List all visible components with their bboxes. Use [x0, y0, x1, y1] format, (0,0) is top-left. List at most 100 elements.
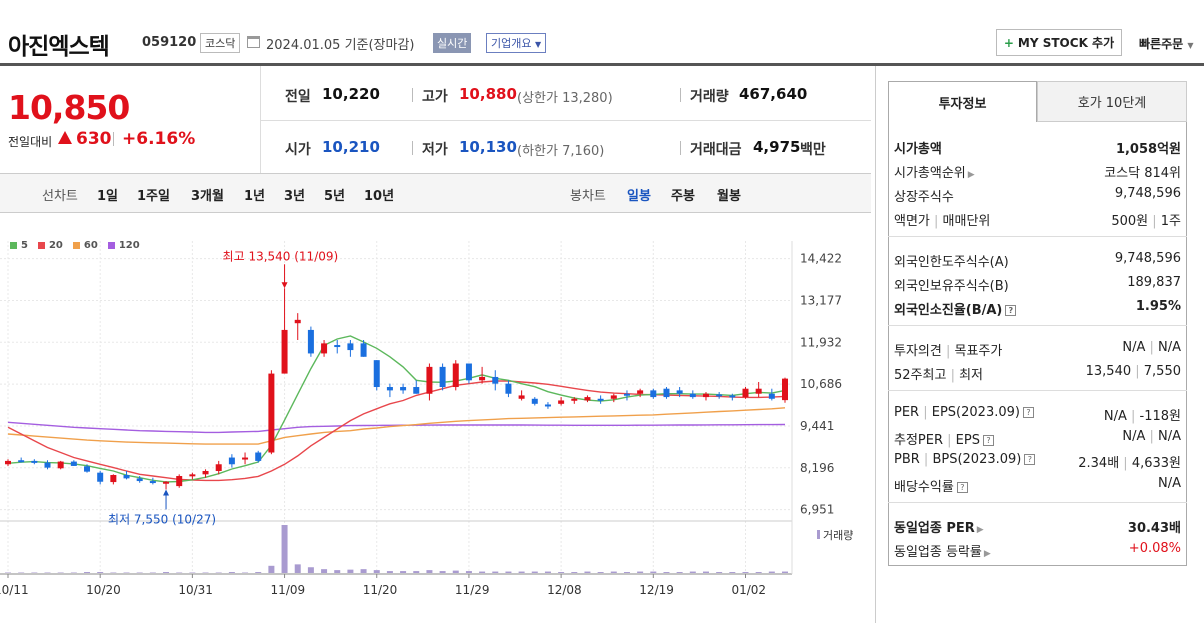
target-value: N/A: [1158, 340, 1181, 355]
candle-body: [215, 464, 222, 471]
volume-bar: [584, 571, 591, 573]
legend-label-ma5: 5: [21, 240, 28, 251]
divider: [680, 141, 681, 155]
help-icon[interactable]: ?: [1024, 454, 1036, 465]
w52-high-label: 52주최고: [894, 368, 947, 383]
candle-daily[interactable]: 일봉: [627, 189, 651, 204]
divider: [412, 141, 413, 155]
period-10y[interactable]: 10년: [364, 189, 395, 204]
eeps-label: EPS: [955, 433, 980, 448]
period-3m[interactable]: 3개월: [191, 189, 224, 204]
candle-body: [31, 460, 38, 463]
w52-value-row: 13,540 | 7,550: [1085, 364, 1181, 379]
current-price: 10,850: [8, 88, 130, 127]
tab-invest-info[interactable]: 투자정보: [888, 81, 1037, 122]
volume-bar: [321, 569, 328, 573]
volume-bar: [413, 571, 420, 573]
candle-body: [637, 390, 644, 394]
realtime-button[interactable]: 실시간: [433, 33, 472, 53]
candle-body: [479, 376, 486, 381]
volume-bar: [623, 572, 630, 573]
divider: [680, 88, 681, 102]
volume-bar: [610, 571, 617, 573]
high-annotation-arrowhead: [281, 282, 288, 289]
volume-bar: [782, 571, 788, 573]
candle-body: [281, 329, 288, 374]
legend-label-ma20: 20: [48, 240, 63, 251]
volume-bar: [268, 565, 275, 573]
legend-swatch-ma20: [37, 242, 45, 249]
company-overview-dropdown[interactable]: 기업개요 ▼: [486, 33, 547, 53]
candle-body: [782, 378, 788, 401]
candle-monthly[interactable]: 월봉: [717, 189, 741, 204]
candle-body: [373, 360, 380, 388]
foreign-hold-value: 189,837: [1127, 275, 1181, 290]
help-icon[interactable]: ?: [1022, 407, 1034, 418]
per-value-row: N/A | -118원: [1103, 409, 1181, 424]
add-mystock-button[interactable]: + MY STOCK 추가: [996, 29, 1122, 56]
x-tick-label: 10/31: [178, 583, 213, 597]
x-tick-label: 11/20: [363, 583, 398, 597]
high-annotation: 최고 13,540 (11/09): [223, 249, 339, 263]
candle-body: [597, 398, 604, 401]
candle-body: [334, 345, 341, 348]
par-value: 500원: [1111, 214, 1149, 229]
calendar-icon: [247, 36, 260, 48]
chevron-right-icon: ▶: [967, 170, 975, 180]
price-chart[interactable]: 14,422 13,177 11,932 10,686 9,441 8,196 6,951 1…: [0, 213, 871, 623]
volume-bar: [439, 571, 446, 573]
candle-body: [202, 470, 209, 475]
candle-body: [716, 394, 723, 397]
candle-chart-label: 봉차트: [570, 189, 606, 204]
candle-body: [136, 478, 143, 482]
period-1y[interactable]: 1년: [244, 189, 266, 204]
period-1d[interactable]: 1일: [97, 189, 119, 204]
panel-divider: [875, 66, 876, 623]
prev-close-value: 10,220: [322, 85, 380, 103]
par-value-row: 500원 | 1주: [1111, 214, 1181, 229]
div-label: 배당수익률: [894, 480, 954, 495]
stock-name: 아진엑스텍: [8, 34, 110, 60]
stock-code: 059120: [142, 35, 197, 50]
candle-body: [650, 390, 657, 398]
div-label-row: 배당수익률?: [894, 476, 968, 495]
trade-unit-value: 1주: [1160, 214, 1181, 229]
period-3y[interactable]: 3년: [284, 189, 306, 204]
period-1w[interactable]: 1주일: [137, 189, 170, 204]
candle-weekly[interactable]: 주봉: [671, 189, 695, 204]
candle-body: [386, 387, 393, 391]
mcap-rank-link[interactable]: 시가총액순위 ▶: [894, 162, 975, 181]
candle-body: [57, 461, 64, 469]
help-icon[interactable]: ?: [1005, 305, 1017, 316]
candle-body: [439, 366, 446, 388]
candle-body: [426, 366, 433, 394]
candle-body: [663, 388, 670, 398]
line-chart-label: 선차트: [42, 189, 78, 204]
divider: [260, 66, 261, 173]
volume-bar: [426, 570, 433, 573]
candle-body: [70, 461, 77, 466]
plus-icon: +: [1003, 35, 1014, 50]
per-label: PER: [894, 405, 920, 420]
candle-body: [123, 475, 130, 479]
candle-body: [413, 387, 420, 394]
x-tick-label: 12/08: [547, 583, 582, 597]
sector-per-link[interactable]: 동일업종 PER ▶: [894, 517, 984, 536]
quick-order-dropdown[interactable]: 빠른주문 ▼: [1139, 35, 1194, 52]
period-5y[interactable]: 5년: [324, 189, 346, 204]
divider: [888, 236, 1187, 237]
chevron-down-icon: ▼: [1187, 41, 1194, 50]
y-tick-label: 6,951: [800, 503, 834, 517]
y-tick-label: 8,196: [800, 461, 834, 475]
help-icon[interactable]: ?: [982, 435, 994, 446]
volume-bar: [558, 572, 565, 573]
volume-bar: [360, 569, 367, 573]
sector-rate-label: 동일업종 등락률: [894, 545, 982, 560]
candle-body: [360, 343, 367, 357]
sector-rate-link[interactable]: 동일업종 등락률 ▶: [894, 541, 991, 560]
tab-hoga[interactable]: 호가 10단계: [1037, 81, 1187, 122]
candle-body: [189, 474, 196, 477]
help-icon[interactable]: ?: [956, 482, 968, 493]
foreign-ratio-value: 1.95%: [1135, 299, 1181, 314]
candle-body: [347, 343, 354, 351]
